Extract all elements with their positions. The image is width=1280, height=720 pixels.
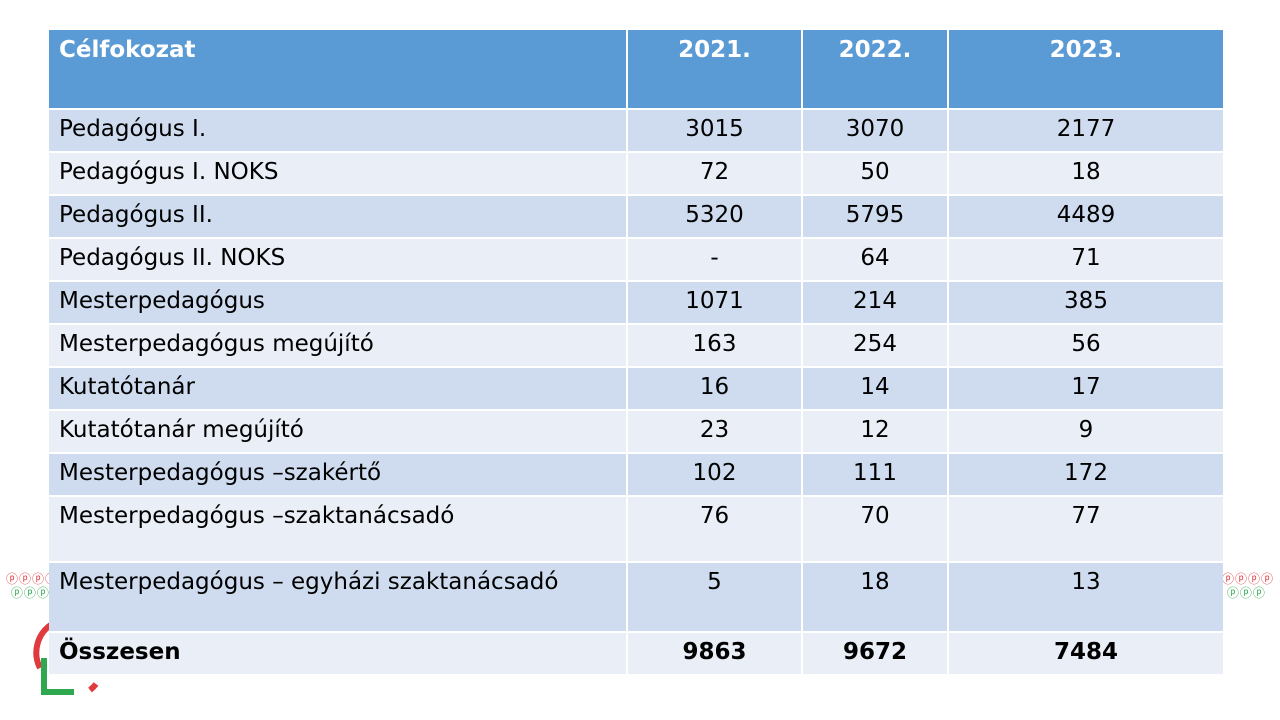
header-target-level: Célfokozat <box>49 30 628 110</box>
cell-2022: 18 <box>802 562 949 633</box>
cell-2021: 102 <box>627 453 803 497</box>
cell-2023: 18 <box>948 152 1223 196</box>
cell-2023: 56 <box>948 324 1223 368</box>
cell-2022: 70 <box>802 496 949 563</box>
cell-2022: 64 <box>802 238 949 282</box>
row-label: Pedagógus II. NOKS <box>49 238 628 282</box>
cell-2021: 76 <box>627 496 803 563</box>
cell-2021: 5 <box>627 562 803 633</box>
row-label: Mesterpedagógus –szaktanácsadó <box>49 496 628 563</box>
cell-2021: 3015 <box>627 109 803 153</box>
cell-2023: 71 <box>948 238 1223 282</box>
cell-2021: 1071 <box>627 281 803 325</box>
cell-2023: 13 <box>948 562 1223 633</box>
cell-2021: 5320 <box>627 195 803 239</box>
cell-2023: 77 <box>948 496 1223 563</box>
cell-2023: 4489 <box>948 195 1223 239</box>
total-label: Összesen <box>49 632 628 676</box>
row-label: Mesterpedagógus megújító <box>49 324 628 368</box>
cell-2022: 214 <box>802 281 949 325</box>
cell-2022: 254 <box>802 324 949 368</box>
table-row: Mesterpedagógus 1071 214 385 <box>49 281 1223 325</box>
row-label: Pedagógus II. <box>49 195 628 239</box>
cell-2023: 9 <box>948 410 1223 454</box>
statistics-table: Célfokozat 2021. 2022. 2023. Pedagógus I… <box>49 30 1223 676</box>
cell-2022: 50 <box>802 152 949 196</box>
cell-2023: 17 <box>948 367 1223 411</box>
table-row: Pedagógus I. 3015 3070 2177 <box>49 109 1223 153</box>
cell-2021: - <box>627 238 803 282</box>
total-2021: 9863 <box>627 632 803 676</box>
cell-2021: 23 <box>627 410 803 454</box>
table-row: Mesterpedagógus –szaktanácsadó 76 70 77 <box>49 496 1223 563</box>
row-label: Mesterpedagógus –szakértő <box>49 453 628 497</box>
cell-2021: 72 <box>627 152 803 196</box>
decorative-dots-left: ⓟⓟⓟⓟ ⓟⓟⓟ <box>6 572 59 600</box>
table-row: Mesterpedagógus – egyházi szaktanácsadó … <box>49 562 1223 633</box>
logo-icon <box>33 621 99 695</box>
header-year-2023: 2023. <box>948 30 1223 110</box>
row-label: Kutatótanár megújító <box>49 410 628 454</box>
cell-2021: 163 <box>627 324 803 368</box>
cell-2021: 16 <box>627 367 803 411</box>
row-label: Pedagógus I. <box>49 109 628 153</box>
cell-2023: 385 <box>948 281 1223 325</box>
cell-2023: 2177 <box>948 109 1223 153</box>
total-2023: 7484 <box>948 632 1223 676</box>
cell-2023: 172 <box>948 453 1223 497</box>
decorative-dots-right: ⓟⓟⓟⓟ ⓟⓟⓟ <box>1222 572 1275 600</box>
row-label: Mesterpedagógus <box>49 281 628 325</box>
cell-2022: 14 <box>802 367 949 411</box>
row-label: Pedagógus I. NOKS <box>49 152 628 196</box>
table-row: Pedagógus II. 5320 5795 4489 <box>49 195 1223 239</box>
row-label: Kutatótanár <box>49 367 628 411</box>
header-year-2022: 2022. <box>802 30 949 110</box>
cell-2022: 111 <box>802 453 949 497</box>
total-2022: 9672 <box>802 632 949 676</box>
table-header-row: Célfokozat 2021. 2022. 2023. <box>49 30 1223 110</box>
table-row: Mesterpedagógus –szakértő 102 111 172 <box>49 453 1223 497</box>
table-row: Kutatótanár megújító 23 12 9 <box>49 410 1223 454</box>
table-row: Mesterpedagógus megújító 163 254 56 <box>49 324 1223 368</box>
table-total-row: Összesen 9863 9672 7484 <box>49 632 1223 676</box>
row-label: Mesterpedagógus – egyházi szaktanácsadó <box>49 562 628 633</box>
cell-2022: 5795 <box>802 195 949 239</box>
table-row: Kutatótanár 16 14 17 <box>49 367 1223 411</box>
cell-2022: 3070 <box>802 109 949 153</box>
table-row: Pedagógus I. NOKS 72 50 18 <box>49 152 1223 196</box>
table-row: Pedagógus II. NOKS - 64 71 <box>49 238 1223 282</box>
header-year-2021: 2021. <box>627 30 803 110</box>
cell-2022: 12 <box>802 410 949 454</box>
